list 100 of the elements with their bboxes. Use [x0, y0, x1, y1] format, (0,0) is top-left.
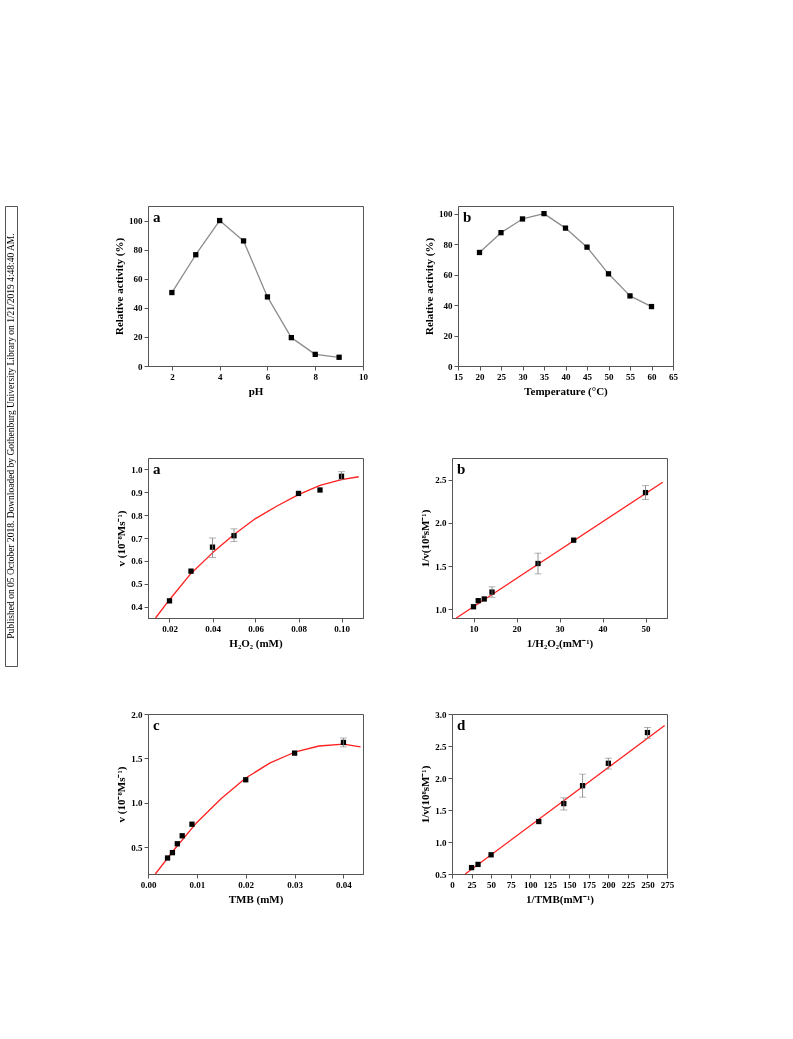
point: [166, 598, 173, 604]
x-tick-label: 0.02: [238, 879, 255, 890]
y-tick-label: 0: [448, 361, 453, 372]
point: [188, 568, 194, 574]
x-tick-label: 0.04: [205, 623, 222, 634]
x-tick-label: 30: [518, 371, 528, 382]
y-tick-label: 0.5: [131, 579, 143, 590]
x-tick-label: 4: [217, 371, 223, 382]
point: [584, 244, 590, 250]
point: [189, 821, 195, 827]
x-tick-label: 0.10: [334, 623, 351, 634]
y-tick-label: 0.6: [131, 556, 143, 567]
y-tick-label: 3.0: [435, 709, 447, 720]
x-tick-label: 0.06: [248, 623, 265, 634]
x-tick-label: 8: [313, 371, 319, 382]
y-tick-label: 0.5: [131, 842, 143, 853]
y-tick-label: 2.0: [435, 518, 447, 529]
x-tick-label: 100: [523, 879, 538, 890]
x-tick-label: 10: [359, 371, 369, 382]
y-tick-label: 0.5: [435, 869, 447, 880]
point: [164, 855, 171, 861]
y-tick-label: 1.5: [435, 805, 447, 816]
point: [336, 354, 342, 360]
x-tick-label: 45: [583, 371, 593, 382]
point: [317, 487, 323, 493]
x-tick-label: 250: [641, 879, 656, 890]
x-tick-label: 275: [660, 879, 675, 890]
x-tick-label: 65: [669, 371, 679, 382]
x-tick-label: 125: [543, 879, 558, 890]
x-tick-label: 35: [540, 371, 550, 382]
x-tick-label: 75: [506, 879, 517, 890]
x-axis-title: 1/TMB(mM⁻¹): [526, 892, 595, 906]
y-tick-label: 60: [443, 270, 453, 281]
y-tick-label: 0: [138, 361, 143, 372]
x-tick-label: 50: [487, 879, 497, 890]
y-axis-title: v (10⁻⁸Ms⁻¹): [115, 510, 129, 567]
x-tick-label: 25: [467, 879, 478, 890]
x-tick-label: 0.02: [162, 623, 179, 634]
point: [627, 293, 633, 299]
y-axis-title: v (10⁻⁸Ms⁻¹): [115, 766, 129, 823]
chart-title: a: [153, 209, 161, 225]
y-tick-label: 20: [133, 332, 143, 343]
x-tick-label: 20: [512, 623, 522, 634]
y-tick-label: 40: [133, 303, 143, 314]
y-tick-label: 0.8: [131, 510, 143, 521]
x-tick-label: 150: [563, 879, 578, 890]
chart-title: d: [457, 717, 466, 733]
y-tick-label: 100: [439, 209, 453, 220]
y-tick-label: 1.0: [435, 604, 447, 615]
x-tick-label: 50: [641, 623, 651, 634]
y-axis-title: Relative activity (%): [423, 237, 436, 336]
y-tick-label: 1.0: [435, 837, 447, 848]
x-tick-label: 0.03: [287, 879, 304, 890]
x-tick-label: 6: [265, 371, 271, 382]
x-axis-title: pH: [248, 384, 264, 397]
y-axis-title: Relative activity (%): [113, 237, 126, 336]
x-tick-label: 225: [621, 879, 636, 890]
point: [481, 596, 487, 602]
y-tick-label: 20: [443, 331, 453, 342]
y-axis-title: 1/v(10⁸sM⁻¹): [419, 509, 433, 568]
x-tick-label: 25: [497, 371, 507, 382]
point: [488, 852, 494, 858]
x-tick-label: 30: [555, 623, 565, 634]
y-tick-label: 2.5: [435, 741, 447, 752]
y-tick-label: 2.0: [435, 773, 447, 784]
point: [264, 294, 271, 300]
chart-title: b: [463, 209, 472, 225]
chart-title: b: [457, 461, 466, 477]
text: Published on 05 October 2018. Downloaded by Gothenburg University Library on 1/21/2019 4:48:40 AM.: [6, 233, 16, 639]
x-tick-label: 50: [604, 371, 614, 382]
point: [519, 216, 526, 222]
y-tick-label: 2.5: [435, 475, 447, 486]
x-tick-label: 40: [561, 371, 571, 382]
point: [562, 225, 569, 231]
x-tick-label: 40: [598, 623, 608, 634]
point: [169, 289, 175, 296]
x-tick-label: 0.01: [189, 879, 206, 890]
x-axis-title: 1/H₂O₂(mM⁻¹): [526, 636, 594, 650]
y-tick-label: 80: [133, 245, 143, 256]
x-tick-label: 60: [647, 371, 657, 382]
x-tick-label: 0.08: [291, 623, 308, 634]
y-tick-label: 0.4: [131, 602, 143, 613]
x-tick-label: 2: [170, 371, 176, 382]
x-tick-label: 15: [454, 371, 464, 382]
x-axis-title: TMB (mM): [228, 892, 284, 906]
point: [240, 238, 247, 244]
point: [498, 230, 504, 236]
x-tick-label: 10: [469, 623, 479, 634]
point: [475, 861, 481, 868]
chart-title: a: [153, 461, 161, 477]
y-tick-label: 1.5: [435, 561, 447, 572]
point: [541, 210, 547, 217]
x-axis-title: H₂O₂ (mM): [229, 636, 283, 650]
y-tick-label: 2.0: [131, 709, 143, 720]
y-tick-label: 60: [133, 274, 143, 285]
y-tick-label: 40: [443, 300, 453, 311]
x-tick-label: 200: [602, 879, 617, 890]
x-tick-label: 0.04: [336, 879, 353, 890]
x-tick-label: 55: [626, 371, 636, 382]
y-tick-label: 0.9: [131, 487, 143, 498]
